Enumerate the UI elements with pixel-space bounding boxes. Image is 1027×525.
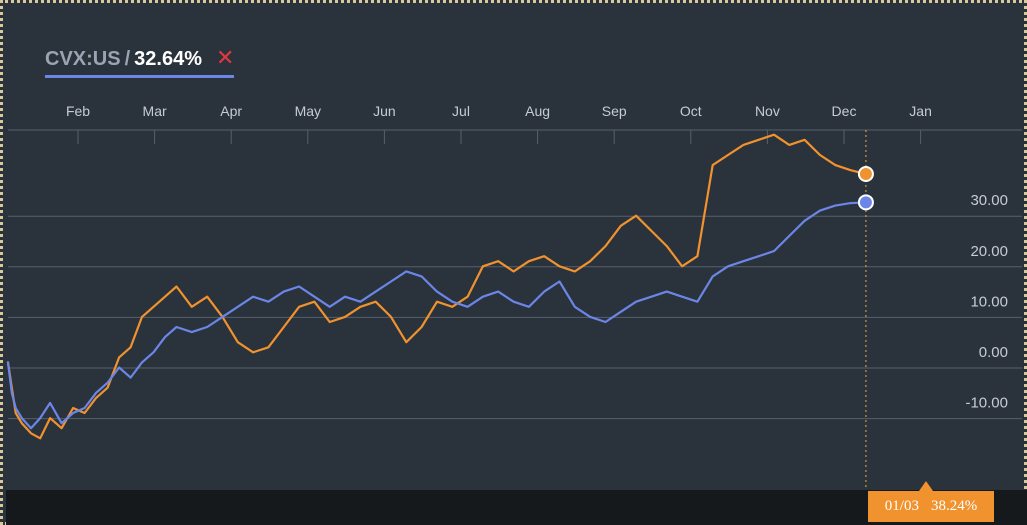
x-tick-label: Dec (832, 103, 857, 119)
y-tick-label: 10.00 (970, 293, 1008, 310)
legend-separator: / (124, 48, 131, 70)
x-tick-label: Aug (525, 103, 550, 119)
legend-item[interactable]: CVX:US/32.64% ✕ (45, 45, 235, 78)
x-tick-label: Jul (452, 103, 470, 119)
series-end-marker-orange (857, 166, 874, 183)
y-tick-label: 30.00 (970, 192, 1008, 209)
x-tick-label: Nov (755, 103, 780, 119)
x-tick-label: Apr (220, 103, 242, 119)
series-line-blue (6, 201, 868, 430)
y-tick-label: -10.00 (965, 395, 1008, 412)
y-tick-label: 0.00 (979, 344, 1008, 361)
x-tick-label: Sep (602, 103, 627, 119)
series-line-orange (6, 133, 868, 440)
time-navigator-bar[interactable] (6, 490, 1027, 525)
x-tick-label: Mar (143, 103, 167, 119)
y-tick-label: 20.00 (970, 243, 1008, 260)
legend-ticker: CVX:US (45, 48, 121, 70)
series-end-marker-blue (857, 194, 874, 211)
crosshair-tooltip: 01/03 38.24% (868, 491, 994, 522)
tooltip-pointer (919, 481, 933, 491)
x-tick-label: Jan (909, 103, 932, 119)
tooltip-date: 01/03 (884, 498, 919, 514)
tooltip-value: 38.24% (930, 498, 978, 514)
legend-value: 32.64% (134, 48, 202, 70)
x-tick-label: Jun (373, 103, 396, 119)
x-tick-label: May (295, 103, 321, 119)
x-tick-label: Feb (66, 103, 90, 119)
x-tick-label: Oct (680, 103, 702, 119)
close-icon[interactable]: ✕ (215, 45, 235, 70)
